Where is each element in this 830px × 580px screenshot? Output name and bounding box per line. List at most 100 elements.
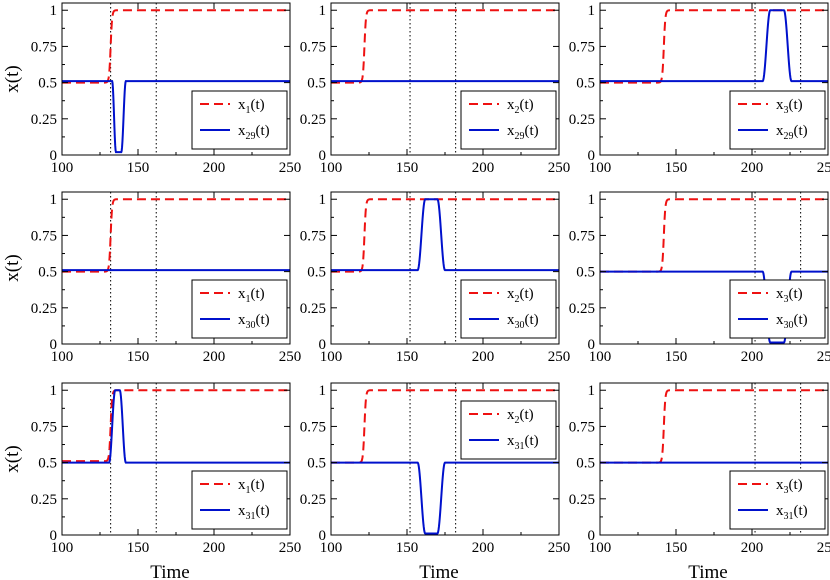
- x-tick-label: 100: [589, 540, 612, 556]
- legend-label-sub: 3: [784, 105, 789, 116]
- x-tick-label: 100: [51, 540, 74, 556]
- x-tick-label: 100: [320, 540, 343, 556]
- x-tick-label: 150: [127, 349, 150, 365]
- x-tick-label: 250: [548, 540, 571, 556]
- x-tick-label: 100: [51, 160, 74, 176]
- y-tick-label: 0.5: [576, 456, 595, 472]
- legend-label-suffix: (t): [520, 286, 534, 302]
- legend-label-suffix: (t): [520, 97, 534, 113]
- legend-box: [460, 400, 557, 460]
- x-tick-label: 150: [127, 160, 150, 176]
- y-tick-label: 0.25: [31, 112, 57, 128]
- y-tick-label: 0: [319, 528, 327, 544]
- series-layer: [62, 198, 290, 273]
- legend-label-sub: 29: [246, 131, 256, 142]
- series-layer: [62, 9, 290, 154]
- y-tick-label: 1: [319, 192, 327, 208]
- x-tick-label: 100: [589, 160, 612, 176]
- legend-label-main: x: [507, 407, 515, 423]
- legend-label: x31(t): [776, 503, 808, 522]
- y-tick-label: 0.25: [300, 301, 326, 317]
- y-tick-label: 0.75: [569, 228, 595, 244]
- y-tick-label: 0: [588, 148, 596, 164]
- legend-label-sub: 2: [515, 105, 520, 116]
- legend-label-main: x: [238, 503, 246, 519]
- y-tick-label: 0.25: [31, 492, 57, 508]
- y-tick-label: 0.25: [300, 112, 326, 128]
- x-tick-label: 200: [203, 349, 226, 365]
- legend-label-suffix: (t): [256, 503, 270, 519]
- legend-label-suffix: (t): [525, 433, 539, 449]
- x-tick-label: 100: [320, 349, 343, 365]
- legend-label: x29(t): [776, 123, 808, 142]
- y-tick-label: 0.5: [307, 456, 326, 472]
- legend-label-sub: 29: [515, 131, 525, 142]
- legend-label-sub: 1: [246, 294, 251, 305]
- legend: x1(t)x30(t): [191, 279, 288, 339]
- x-tick-label: 200: [741, 160, 764, 176]
- legend-label-suffix: (t): [251, 286, 265, 302]
- legend-label-main: x: [238, 286, 246, 302]
- y-tick-label: 0.75: [569, 419, 595, 435]
- legend-label: x2(t): [507, 97, 534, 116]
- legend-label-suffix: (t): [794, 312, 808, 328]
- legend-label-suffix: (t): [251, 477, 265, 493]
- legend-label-sub: 3: [784, 485, 789, 496]
- legend-label-main: x: [776, 97, 784, 113]
- y-tick-label: 1: [319, 383, 327, 399]
- x-tick-label: 150: [396, 349, 419, 365]
- legend-label-main: x: [507, 97, 515, 113]
- y-tick-label: 0.25: [569, 112, 595, 128]
- legend: x2(t)x30(t): [460, 279, 557, 339]
- legend-box: [191, 279, 288, 339]
- series-layer: [600, 389, 828, 464]
- x-axis-title: Time: [688, 562, 727, 580]
- series-line-x3t: [600, 198, 828, 273]
- y-tick-label: 1: [50, 3, 58, 19]
- legend-label-suffix: (t): [256, 123, 270, 139]
- y-tick-label: 1: [588, 383, 596, 399]
- legend-label-sub: 31: [246, 511, 256, 522]
- legend-label: x30(t): [776, 312, 808, 331]
- legend-label: x30(t): [238, 312, 270, 331]
- y-axis-title: x(t): [2, 65, 23, 92]
- x-tick-label: 150: [665, 540, 688, 556]
- legend-label-suffix: (t): [789, 477, 803, 493]
- series-layer: [331, 389, 559, 535]
- legend-box: [729, 279, 826, 339]
- series-line-x3t: [600, 389, 828, 464]
- legend-label-suffix: (t): [794, 503, 808, 519]
- legend-label: x29(t): [507, 123, 539, 142]
- legend-label-main: x: [776, 286, 784, 302]
- legend-label: x31(t): [507, 433, 539, 452]
- legend-label-main: x: [507, 123, 515, 139]
- series-layer: [331, 9, 559, 84]
- x-axis-title: Time: [419, 562, 458, 580]
- legend-label-main: x: [776, 477, 784, 493]
- legend-label: x1(t): [238, 286, 265, 305]
- x-tick-label: 250: [548, 160, 571, 176]
- legend-label-suffix: (t): [256, 312, 270, 328]
- legend: x2(t)x31(t): [460, 400, 557, 460]
- y-tick-label: 0: [319, 337, 327, 353]
- x-tick-label: 150: [396, 160, 419, 176]
- y-tick-label: 0.5: [576, 76, 595, 92]
- y-tick-label: 0.5: [307, 265, 326, 281]
- y-tick-label: 0: [588, 528, 596, 544]
- series-layer: [62, 389, 290, 464]
- legend-label-main: x: [776, 123, 784, 139]
- legend: x1(t)x31(t): [191, 470, 288, 530]
- x-tick-label: 250: [279, 540, 302, 556]
- legend-label-main: x: [507, 286, 515, 302]
- legend-label-sub: 3: [784, 294, 789, 305]
- x-tick-label: 250: [817, 349, 830, 365]
- series-line-x1t: [62, 389, 290, 463]
- legend-label-suffix: (t): [794, 123, 808, 139]
